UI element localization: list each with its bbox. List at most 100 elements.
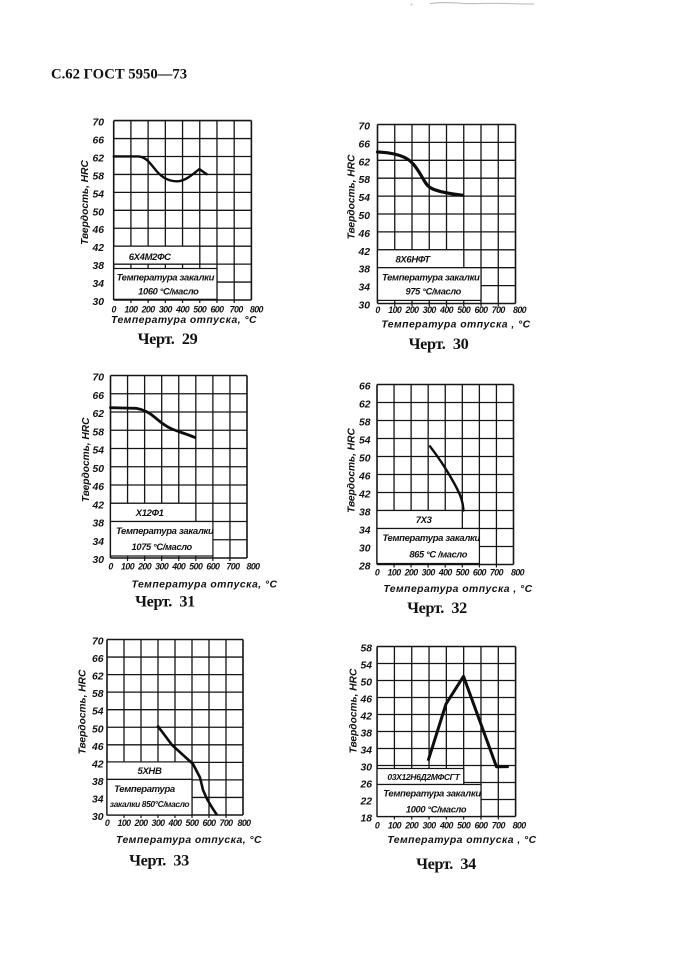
svg-text:200: 200	[137, 561, 152, 571]
svg-text:30: 30	[358, 301, 370, 312]
svg-text:С.62 ГОСТ 5950—73: С.62 ГОСТ 5950—73	[51, 67, 187, 83]
svg-text:50: 50	[360, 678, 372, 689]
svg-text:Температура отпуска , °С: Температура отпуска , °С	[381, 320, 530, 331]
svg-text:800: 800	[513, 305, 527, 315]
svg-text:38: 38	[92, 519, 104, 530]
svg-text:42: 42	[359, 712, 372, 723]
svg-text:50: 50	[92, 207, 104, 218]
svg-text:46: 46	[359, 695, 372, 706]
svg-text:200: 200	[141, 304, 156, 314]
svg-text:54: 54	[92, 446, 104, 457]
svg-text:50: 50	[358, 211, 370, 222]
svg-text:Температура закалки: Температура закалки	[116, 526, 214, 537]
svg-text:66: 66	[92, 136, 104, 147]
svg-text:34: 34	[360, 746, 372, 757]
svg-text:100: 100	[388, 820, 402, 830]
svg-text:7Х3: 7Х3	[416, 515, 433, 526]
svg-text:600: 600	[474, 305, 488, 315]
svg-text:54: 54	[358, 193, 370, 204]
svg-text:Твердость, HRC: Твердость, HRC	[78, 669, 89, 754]
svg-text:46: 46	[358, 472, 371, 483]
svg-text:300: 300	[423, 820, 437, 830]
svg-text:975 °С/масло: 975 °С/масло	[406, 287, 462, 297]
svg-text:03Х12Н6Д2МФСГТ: 03Х12Н6Д2МФСГТ	[387, 772, 460, 782]
svg-text:300: 300	[151, 818, 165, 828]
svg-text:38: 38	[92, 777, 104, 788]
svg-text:200: 200	[404, 820, 419, 830]
svg-text:400: 400	[439, 820, 454, 830]
svg-text:Твердость, HRC: Твердость, HRC	[349, 668, 360, 753]
svg-text:58: 58	[360, 644, 372, 655]
svg-text:700: 700	[492, 820, 506, 830]
svg-text:100: 100	[121, 561, 135, 571]
svg-text:38: 38	[360, 729, 372, 740]
svg-text:500: 500	[185, 818, 199, 828]
svg-text:46: 46	[91, 742, 104, 753]
svg-text:800: 800	[511, 567, 525, 577]
svg-text:42: 42	[358, 490, 371, 501]
svg-text:Температура отпуска , °С: Температура отпуска , °С	[383, 584, 532, 595]
svg-text:Температура отпуска, °С: Температура отпуска, °С	[116, 835, 262, 846]
svg-text:400: 400	[175, 304, 190, 314]
svg-text:Температура закалки: Температура закалки	[117, 272, 215, 283]
svg-text:50: 50	[92, 464, 104, 475]
svg-text:300: 300	[159, 304, 173, 314]
svg-text:500: 500	[456, 567, 470, 577]
svg-text:Черт. 30: Черт. 30	[409, 335, 469, 353]
svg-text:500: 500	[457, 305, 471, 315]
svg-text:Температура закалки: Температура закалки	[382, 533, 480, 544]
svg-text:800: 800	[513, 820, 527, 830]
svg-text:0: 0	[105, 818, 110, 828]
svg-text:100: 100	[124, 304, 138, 314]
svg-text:66: 66	[358, 139, 370, 150]
svg-text:62: 62	[358, 157, 370, 168]
svg-text:34: 34	[92, 794, 104, 805]
svg-text:42: 42	[357, 247, 370, 258]
svg-text:34: 34	[358, 283, 370, 294]
svg-text:46: 46	[357, 229, 370, 240]
svg-text:200: 200	[404, 567, 419, 577]
svg-text:Твердость, HRC: Твердость, HRC	[81, 417, 92, 502]
svg-text:66: 66	[92, 391, 104, 402]
svg-text:Х12Ф1: Х12Ф1	[135, 508, 164, 519]
svg-text:Температура отпуска, °С: Температура отпуска, °С	[132, 580, 278, 591]
svg-text:54: 54	[92, 707, 104, 718]
svg-text:400: 400	[438, 567, 453, 577]
svg-text:Черт. 33: Черт. 33	[129, 852, 189, 870]
svg-text:Температура закалки: Температура закалки	[383, 789, 481, 800]
svg-text:Температура отпуска, °С: Температура отпуска, °С	[111, 315, 257, 326]
svg-text:42: 42	[91, 243, 104, 254]
svg-text:38: 38	[92, 261, 104, 272]
svg-text:54: 54	[92, 189, 104, 200]
svg-text:400: 400	[439, 305, 454, 315]
svg-text:30: 30	[92, 297, 104, 308]
svg-text:26: 26	[359, 780, 372, 791]
svg-text:0: 0	[375, 305, 380, 315]
svg-text:Твердость, HRC: Твердость, HRC	[347, 154, 358, 239]
svg-text:Твердость, HRC: Твердость, HRC	[347, 428, 358, 513]
svg-text:Температура закалки: Температура закалки	[382, 272, 480, 283]
svg-text:42: 42	[91, 500, 104, 511]
svg-text:300: 300	[422, 567, 436, 577]
svg-text:300: 300	[423, 305, 437, 315]
svg-text:58: 58	[92, 427, 104, 438]
svg-text:30: 30	[360, 763, 372, 774]
svg-text:200: 200	[404, 305, 419, 315]
svg-text:300: 300	[155, 561, 169, 571]
svg-text:22: 22	[359, 797, 372, 808]
svg-text:100: 100	[388, 305, 402, 315]
svg-text:100: 100	[388, 567, 402, 577]
svg-text:0: 0	[375, 820, 380, 830]
svg-text:700: 700	[230, 304, 244, 314]
svg-text:600: 600	[202, 818, 216, 828]
svg-text:1060 °С/масло: 1060 °С/масло	[138, 286, 199, 296]
svg-text:8Х6НФТ: 8Х6НФТ	[395, 254, 431, 265]
svg-text:70: 70	[92, 118, 104, 129]
svg-text:6Х4М2ФС: 6Х4М2ФС	[129, 252, 171, 263]
svg-text:54: 54	[360, 661, 372, 672]
svg-text:1075 °С/масло: 1075 °С/масло	[132, 542, 193, 552]
svg-text:70: 70	[92, 373, 104, 384]
svg-text:70: 70	[92, 637, 104, 648]
svg-text:66: 66	[92, 654, 104, 665]
svg-text:600: 600	[206, 561, 220, 571]
